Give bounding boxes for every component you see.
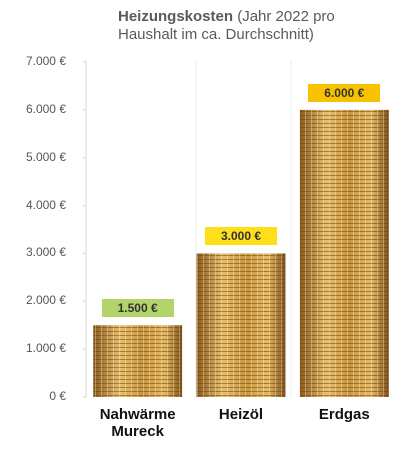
y-tick-label: 3.000 € [0,245,66,259]
value-label: 6.000 € [308,84,380,102]
x-tick-label: Nahwärme Mureck [88,406,188,440]
bar-texture [93,325,182,397]
y-tick-label: 4.000 € [0,198,66,212]
y-tick-label: 7.000 € [0,54,66,68]
chart-title: Heizungskosten [118,8,233,25]
y-tick-label: 2.000 € [0,293,66,307]
value-label: 1.500 € [102,299,174,317]
y-tick-label: 0 € [0,389,66,403]
value-label: 3.000 € [205,227,277,245]
y-tick-label: 1.000 € [0,341,66,355]
chart: Heizungskosten (Jahr 2022 pro Haushalt i… [0,0,403,450]
y-tick-label: 5.000 € [0,150,66,164]
y-tick-label: 6.000 € [0,102,66,116]
x-tick-label: Heizöl [191,406,291,423]
title-block: Heizungskosten (Jahr 2022 pro Haushalt i… [118,8,398,44]
bar-texture [300,110,389,397]
bar-texture [197,253,286,397]
x-tick-label: Erdgas [294,406,394,423]
